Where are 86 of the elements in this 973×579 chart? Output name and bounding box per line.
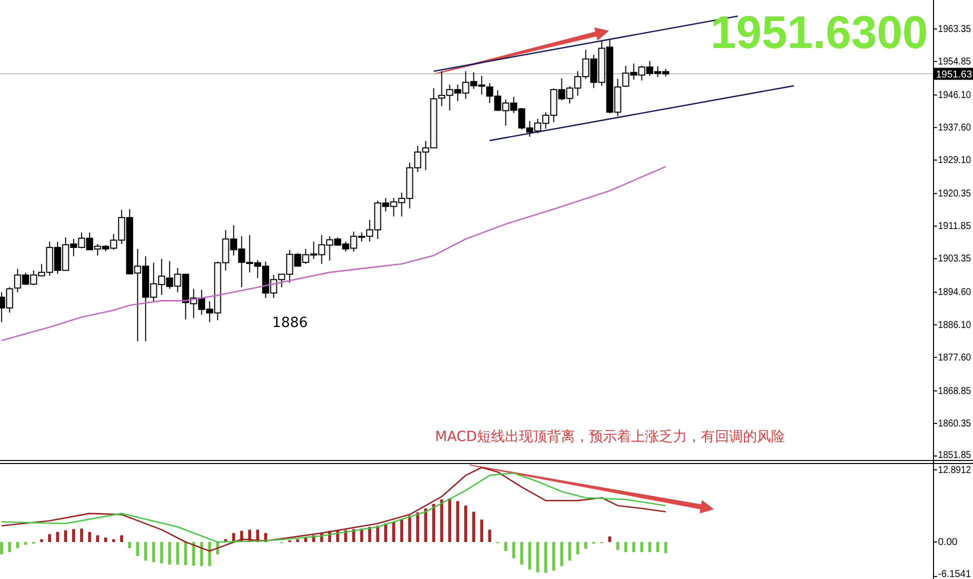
bar bbox=[552, 542, 556, 571]
y-tick-label: 1851.85 bbox=[938, 450, 973, 461]
bar bbox=[168, 542, 172, 564]
bar bbox=[456, 501, 460, 542]
annotation: 1886 bbox=[272, 315, 308, 331]
y-tick-label: 1937.60 bbox=[938, 122, 973, 134]
bar bbox=[80, 528, 84, 542]
bar bbox=[640, 542, 644, 552]
bar bbox=[96, 535, 100, 542]
bar bbox=[384, 524, 388, 542]
bar bbox=[488, 530, 492, 542]
y-tick-label: 1868.85 bbox=[938, 386, 973, 397]
bar bbox=[72, 529, 76, 542]
bar bbox=[144, 542, 148, 561]
bar bbox=[616, 542, 620, 550]
bar bbox=[568, 542, 572, 561]
y-tick-label: 1911.85 bbox=[938, 221, 973, 232]
bar bbox=[408, 516, 412, 542]
bar bbox=[88, 532, 92, 542]
bar bbox=[448, 498, 452, 542]
bar bbox=[8, 542, 12, 552]
bar bbox=[648, 542, 652, 552]
bar bbox=[40, 539, 44, 542]
y-tick-label: 1894.60 bbox=[938, 287, 973, 298]
bar bbox=[560, 542, 564, 566]
bar bbox=[296, 539, 300, 542]
y-tick-label: 1903.35 bbox=[938, 254, 973, 265]
bar bbox=[152, 542, 156, 562]
annotation: 1951.6300 bbox=[710, 6, 928, 58]
bar bbox=[208, 542, 212, 566]
y-tick-label: 1954.85 bbox=[938, 56, 973, 68]
bar bbox=[392, 522, 396, 542]
bar bbox=[64, 530, 68, 542]
line-series bbox=[0, 166, 666, 342]
ref-line-label: 1951.63 bbox=[936, 69, 972, 80]
bar bbox=[472, 512, 476, 542]
bar bbox=[368, 526, 372, 542]
bar bbox=[184, 542, 188, 565]
bar bbox=[440, 499, 444, 542]
bar bbox=[480, 520, 484, 542]
line-series bbox=[0, 466, 666, 552]
bar bbox=[192, 542, 196, 566]
bar bbox=[400, 520, 404, 542]
annotation: MACD短线出现顶背离，预示着上涨乏力，有回调的风险 bbox=[435, 429, 785, 445]
bar bbox=[664, 542, 668, 554]
bar bbox=[432, 504, 436, 542]
y-tick-label: 1929.10 bbox=[938, 155, 973, 166]
bar bbox=[536, 542, 540, 572]
y-tick-label: 1886.10 bbox=[938, 320, 973, 331]
bar bbox=[608, 536, 612, 542]
line-series bbox=[0, 472, 666, 543]
bar bbox=[360, 528, 364, 542]
bar bbox=[160, 542, 164, 564]
bar bbox=[16, 542, 20, 548]
bar bbox=[200, 542, 204, 566]
y-tick-label: 1963.35 bbox=[938, 24, 973, 35]
bar bbox=[48, 534, 52, 542]
bar bbox=[416, 512, 420, 542]
bar bbox=[424, 508, 428, 542]
y-tick-label: 1877.60 bbox=[938, 352, 973, 364]
bar bbox=[112, 539, 116, 542]
bar bbox=[0, 542, 4, 554]
bar bbox=[120, 535, 124, 542]
bar bbox=[544, 542, 548, 573]
bar bbox=[656, 542, 660, 552]
y-tick-label: 1920.35 bbox=[938, 188, 973, 200]
bar bbox=[104, 538, 108, 542]
bar bbox=[504, 542, 508, 551]
y-tick-label: -6.1541 bbox=[938, 569, 972, 579]
bar bbox=[520, 542, 524, 564]
bar bbox=[176, 542, 180, 564]
bar bbox=[528, 542, 532, 570]
bar bbox=[632, 542, 636, 552]
bar bbox=[24, 542, 28, 545]
bar bbox=[576, 542, 580, 554]
bar bbox=[56, 532, 60, 542]
y-tick-label: 0.00 bbox=[938, 537, 958, 548]
y-tick-label: 1946.10 bbox=[938, 90, 973, 101]
bar bbox=[136, 542, 140, 556]
bar bbox=[128, 542, 132, 548]
bar bbox=[464, 506, 468, 542]
y-tick-label: 1860.35 bbox=[938, 418, 973, 430]
bar bbox=[512, 542, 516, 558]
bar bbox=[584, 542, 588, 549]
y-tick-label: 12.8912 bbox=[938, 464, 973, 476]
bar bbox=[624, 542, 628, 552]
